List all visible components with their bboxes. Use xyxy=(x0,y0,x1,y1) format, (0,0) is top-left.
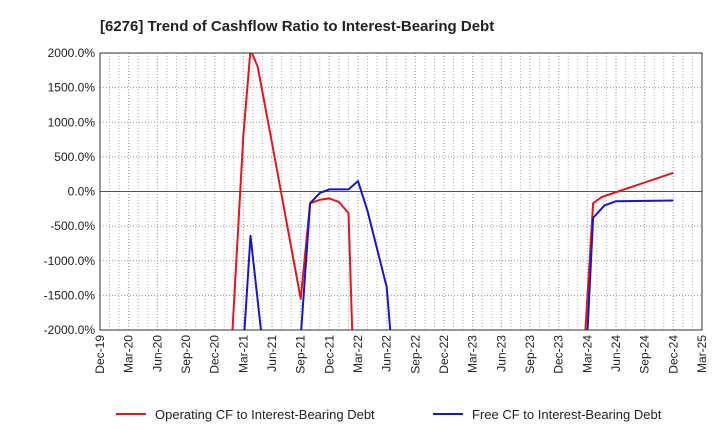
y-tick-label: -1000.0% xyxy=(44,254,96,268)
series-line-0-segment-1 xyxy=(584,171,674,330)
x-tick-label: Dec-21 xyxy=(322,335,336,374)
x-tick-label: Jun-24 xyxy=(609,335,623,372)
x-tick-label: Jun-22 xyxy=(380,335,394,372)
x-tick-label: Jun-20 xyxy=(150,335,164,372)
x-tick-label: Dec-20 xyxy=(208,335,222,374)
x-tick-label: Jun-21 xyxy=(265,335,279,372)
x-tick-label: Sep-21 xyxy=(294,335,308,374)
x-tick-label: Mar-24 xyxy=(580,335,594,373)
series-line-1-segment-0 xyxy=(243,234,262,330)
y-tick-label: 1000.0% xyxy=(48,115,96,129)
x-tick-label: Mar-22 xyxy=(351,335,365,373)
y-axis-ticks: 2000.0% 1500.0% 1000.0% 500.0% 0.0% -500.0% -1… xyxy=(44,46,96,337)
x-tick-label: Sep-22 xyxy=(408,335,422,374)
x-tick-label: Jun-23 xyxy=(494,335,508,372)
series-line-1-segment-1 xyxy=(300,180,392,330)
x-axis-ticks: Dec-19 Mar-20 Jun-20 Sep-20 Dec-20 Mar-21 Jun-… xyxy=(93,335,709,374)
plot-frame xyxy=(99,52,703,331)
y-tick-label: 500.0% xyxy=(54,150,95,164)
x-tick-label: Dec-23 xyxy=(552,335,566,374)
series-group xyxy=(231,53,674,330)
legend: Operating CF to Interest-Bearing Debt Fr… xyxy=(116,407,662,422)
x-tick-label: Mar-21 xyxy=(236,335,250,373)
y-tick-label: 1500.0% xyxy=(48,81,96,95)
y-tick-label: 0.0% xyxy=(68,185,96,199)
legend-label-free-cf: Free CF to Interest-Bearing Debt xyxy=(472,407,662,422)
legend-label-operating-cf: Operating CF to Interest-Bearing Debt xyxy=(155,407,375,422)
x-tick-label: Sep-23 xyxy=(523,335,537,374)
y-tick-label: -2000.0% xyxy=(44,323,96,337)
y-tick-label: -500.0% xyxy=(50,219,95,233)
x-tick-label: Mar-25 xyxy=(695,335,709,373)
series-line-1-segment-2 xyxy=(586,199,674,330)
y-tick-label: 2000.0% xyxy=(48,46,96,60)
series-line-0-segment-0 xyxy=(231,53,354,330)
x-tick-label: Dec-24 xyxy=(666,335,680,374)
x-tick-label: Mar-20 xyxy=(122,335,136,373)
chart-title: [6276] Trend of Cashflow Ratio to Intere… xyxy=(100,18,494,35)
x-tick-label: Dec-22 xyxy=(437,335,451,374)
x-tick-label: Sep-20 xyxy=(179,335,193,374)
x-tick-label: Mar-23 xyxy=(466,335,480,373)
y-tick-label: -1500.0% xyxy=(44,288,96,302)
x-tick-label: Dec-19 xyxy=(93,335,107,374)
x-tick-label: Sep-24 xyxy=(638,335,652,374)
